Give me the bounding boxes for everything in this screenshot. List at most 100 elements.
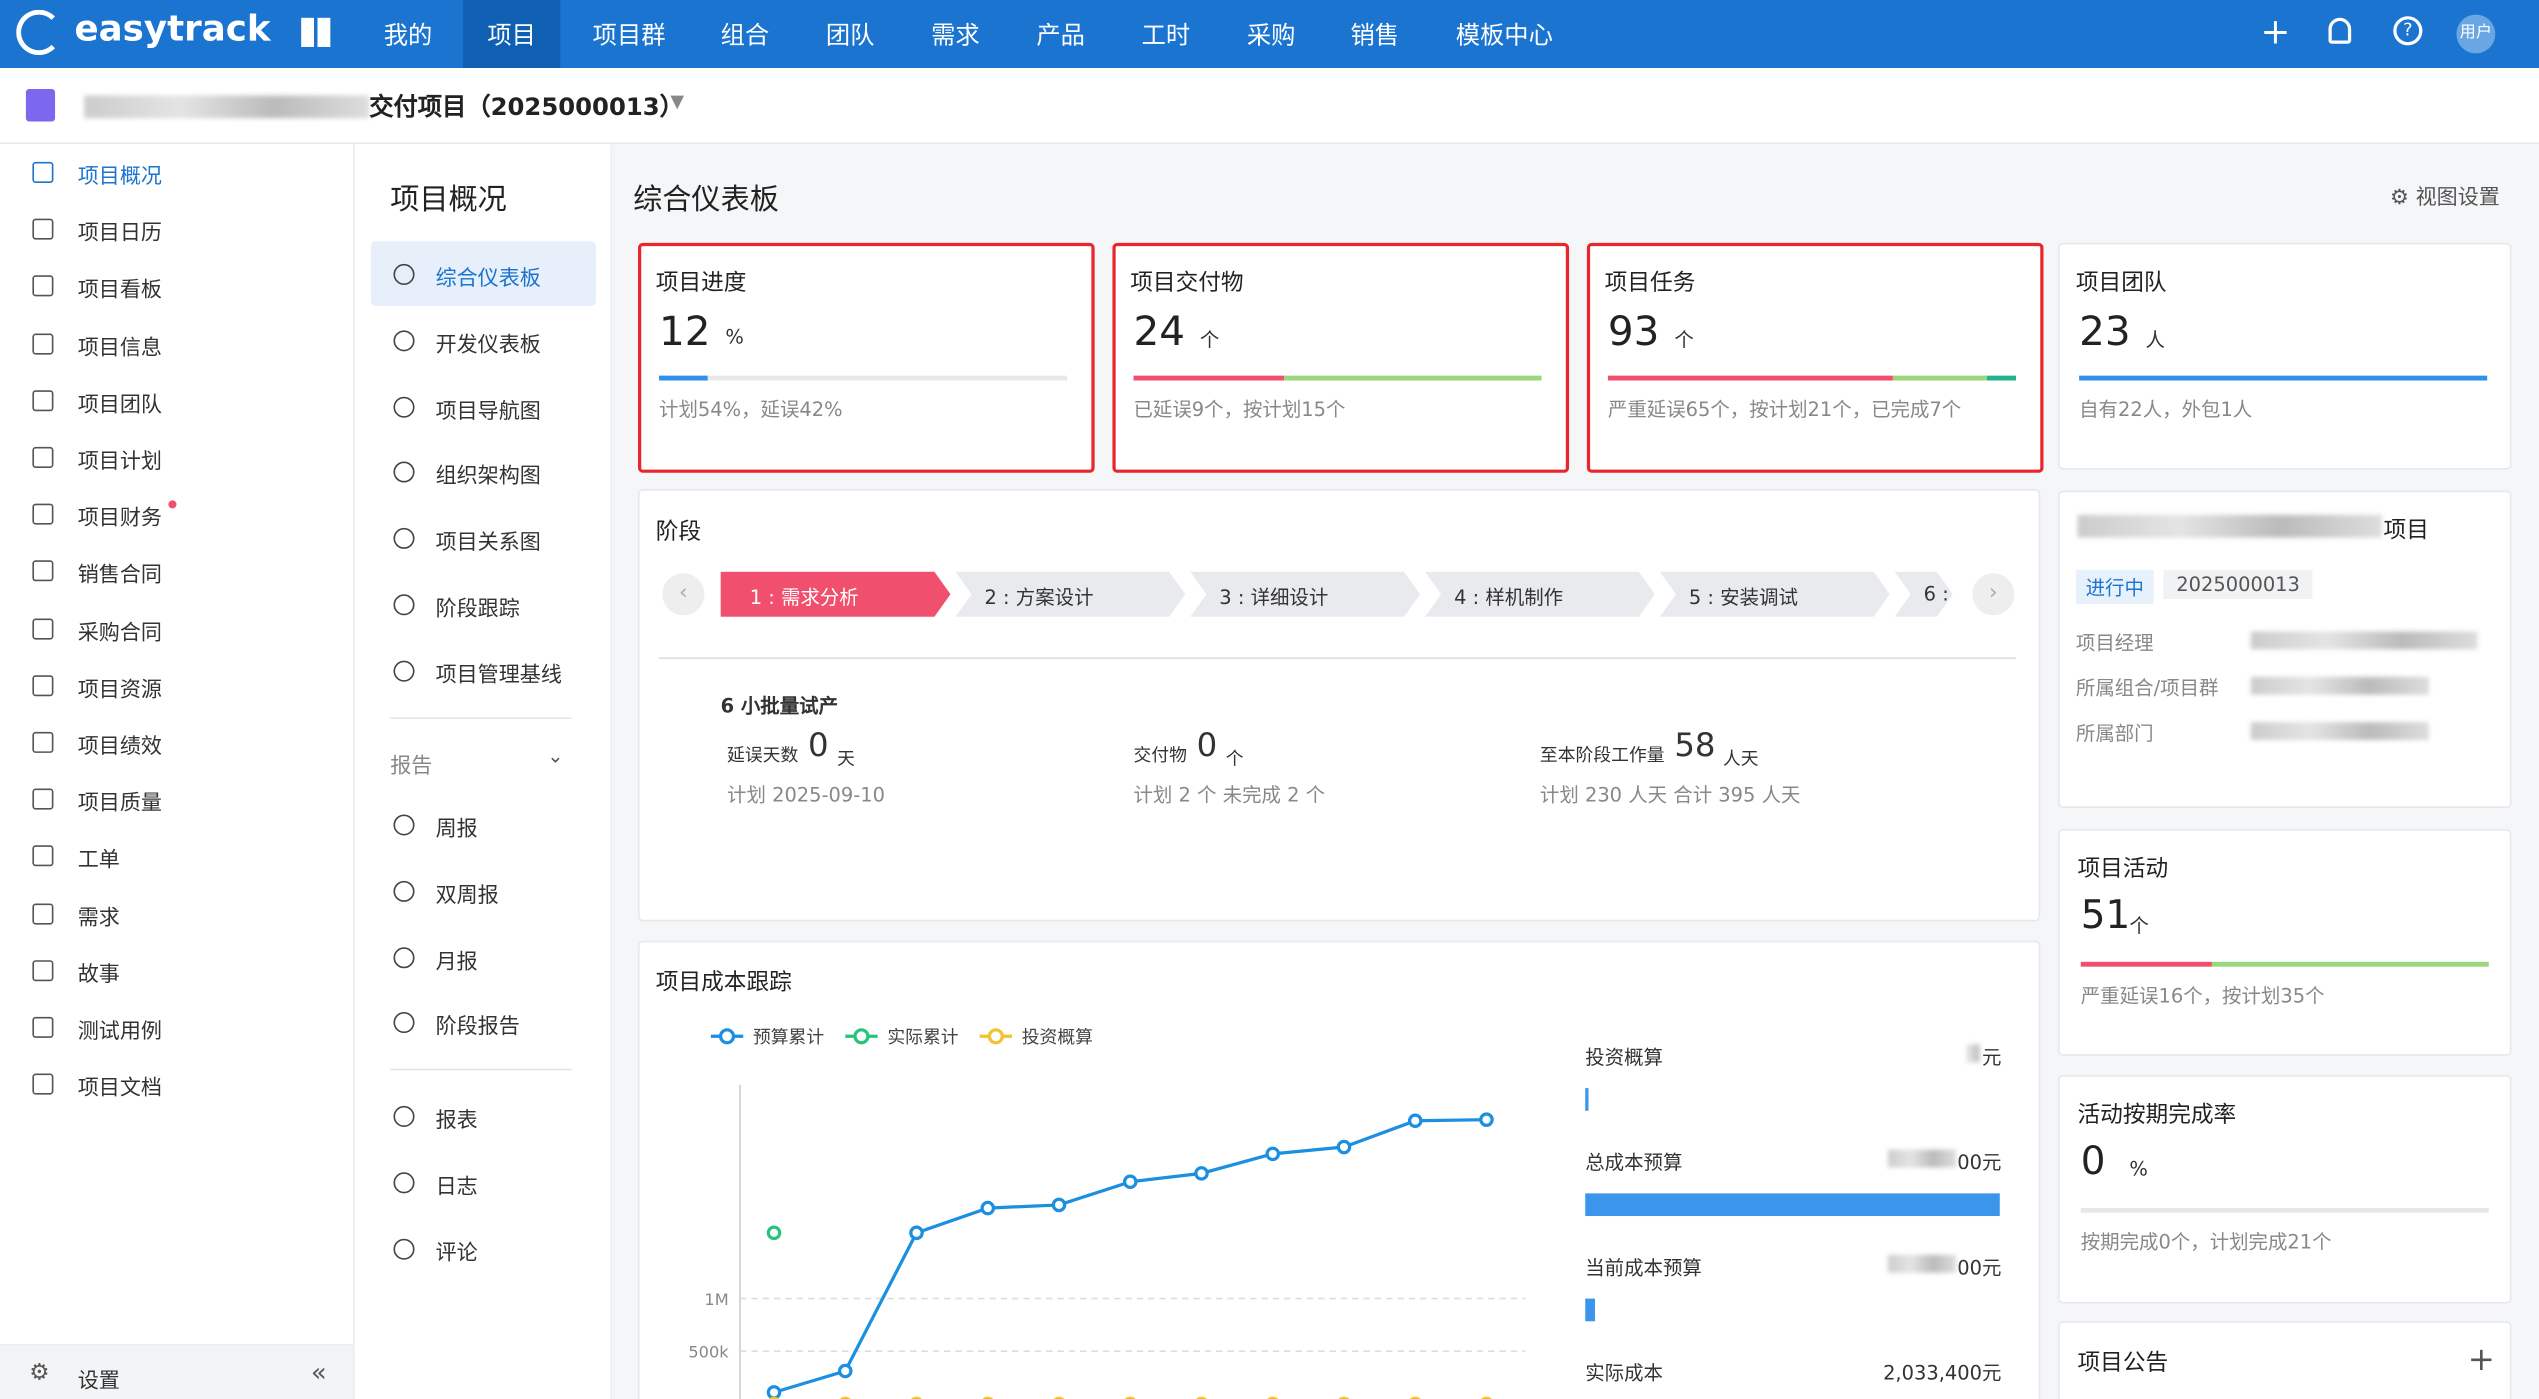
view-settings-label[interactable]: 视图设置 — [2415, 186, 2500, 211]
bell-icon[interactable] — [2328, 17, 2352, 44]
user-avatar[interactable]: 用户 — [2456, 14, 2496, 54]
sidebar-item[interactable]: 项目团队 — [77, 393, 162, 418]
sidebar-item[interactable]: 项目绩效 — [77, 735, 162, 760]
divider — [390, 717, 572, 719]
nav-item[interactable]: 项目群 — [592, 21, 666, 51]
subnav-section[interactable]: 报告 — [390, 754, 433, 779]
add-button[interactable]: + — [2467, 1339, 2495, 1378]
collapse-icon[interactable]: « — [310, 1356, 327, 1388]
sidebar-item[interactable]: 项目看板 — [77, 279, 162, 304]
subnav-item[interactable]: 项目导航图 — [435, 399, 541, 424]
subnav-item[interactable]: 月报 — [435, 949, 478, 975]
stage-label[interactable]: 5 : 安装调试 — [1688, 586, 1798, 609]
subnav-item[interactable]: 周报 — [435, 817, 478, 842]
stage-step[interactable] — [1659, 571, 1890, 617]
summary-label: 投资概算 — [1585, 1046, 1664, 1069]
kpi-title: 项目进度 — [655, 270, 747, 297]
cost-title: 项目成本跟踪 — [655, 969, 792, 996]
kpi-value: 12 — [659, 307, 711, 355]
subnav-item[interactable]: 项目关系图 — [435, 531, 541, 556]
apps-icon[interactable] — [301, 17, 331, 47]
nav-item[interactable]: 需求 — [931, 21, 980, 51]
nav-item[interactable]: 采购 — [1246, 21, 1296, 51]
nav-item[interactable]: 工时 — [1141, 21, 1191, 51]
legend-label: 投资概算 — [1022, 1027, 1093, 1048]
stage-step[interactable] — [1190, 571, 1421, 617]
progress-bar — [2211, 961, 2489, 967]
stage-label[interactable]: 2 : 方案设计 — [984, 586, 1094, 609]
nav-item[interactable]: 项目 — [487, 21, 537, 51]
sidebar-item[interactable]: 项目文档 — [77, 1077, 162, 1102]
stage-step[interactable] — [955, 571, 1186, 617]
stage-label[interactable]: 3 : 详细设计 — [1219, 586, 1329, 609]
stage-label[interactable]: 1 : 需求分析 — [749, 586, 859, 609]
progress-bar — [1284, 375, 1542, 381]
add-icon[interactable]: + — [2260, 12, 2291, 54]
kpi-unit: % — [725, 325, 744, 349]
nav-item[interactable]: 销售 — [1350, 21, 1400, 51]
sidebar-item[interactable]: 工单 — [77, 849, 120, 874]
subnav-item[interactable]: 阶段报告 — [435, 1015, 520, 1041]
sidebar-item[interactable]: 项目质量 — [77, 792, 162, 817]
sidebar-item[interactable]: 项目日历 — [77, 222, 162, 247]
dropdown-icon[interactable]: ▼ — [670, 90, 685, 112]
detail-value: 0 — [1196, 725, 1218, 765]
detail-unit: 天 — [837, 748, 855, 770]
data-point — [837, 1363, 853, 1379]
nav-item[interactable]: 组合 — [720, 21, 770, 51]
stage-step[interactable] — [720, 571, 951, 617]
activity-note: 按期完成0个，计划完成21个 — [2080, 1230, 2332, 1254]
sidebar-item[interactable]: 故事 — [77, 963, 120, 988]
sidebar-footer-bg — [0, 1343, 353, 1399]
sidebar-item[interactable]: 需求 — [77, 906, 120, 931]
subnav-item[interactable]: 项目管理基线 — [435, 663, 562, 688]
subnav-item[interactable]: 综合仪表板 — [435, 267, 541, 292]
subnav-item[interactable]: 日志 — [435, 1175, 478, 1200]
sidebar-item[interactable]: 项目概况 — [77, 165, 162, 190]
subnav-item[interactable]: 组织架构图 — [435, 465, 541, 490]
logo[interactable]: easytrack — [74, 9, 271, 51]
stage-title: 阶段 — [655, 519, 702, 546]
nav-item[interactable]: 模板中心 — [1455, 21, 1553, 51]
stage-step[interactable] — [1424, 571, 1655, 617]
legend-marker — [853, 1028, 870, 1045]
progress-bar — [2080, 1207, 2489, 1213]
subnav-item[interactable]: 评论 — [435, 1241, 478, 1266]
sidebar-item[interactable]: 测试用例 — [77, 1020, 162, 1045]
nav-arrow[interactable]: ‹ — [662, 573, 705, 616]
subnav-icon — [393, 1238, 415, 1260]
subnav-item[interactable]: 开发仪表板 — [435, 333, 541, 358]
subnav-item[interactable]: 双周报 — [435, 883, 499, 909]
subnav-item[interactable]: 阶段跟踪 — [435, 597, 520, 622]
project-icon — [25, 89, 56, 122]
sidebar-footer[interactable]: 设置 — [77, 1369, 120, 1395]
project-title[interactable]: 交付项目（2025000013） — [369, 92, 684, 122]
activity-card — [2058, 1075, 2512, 1304]
sidebar-item[interactable]: 项目资源 — [77, 678, 162, 703]
sidebar-item[interactable]: 销售合同 — [77, 564, 162, 589]
detail-unit: 人天 — [1722, 748, 1759, 770]
sidebar-item[interactable]: 项目财务 — [77, 507, 162, 532]
detail-unit: 个 — [1225, 748, 1244, 770]
nav-item[interactable]: 我的 — [383, 21, 433, 51]
nav-item[interactable]: 产品 — [1036, 21, 1085, 51]
blurred-text — [1888, 1149, 1957, 1168]
sidebar-item[interactable]: 项目计划 — [77, 450, 162, 475]
info-name: 项目 — [2383, 518, 2429, 545]
view-settings[interactable]: ⚙ 视图设置 — [2390, 180, 2500, 211]
stage-label[interactable]: 6 : — [1923, 582, 1949, 606]
sidebar-item[interactable]: 采购合同 — [77, 621, 162, 646]
sidebar-item[interactable]: 项目信息 — [77, 336, 162, 361]
sidebar-icon — [32, 161, 54, 183]
summary-value: 2,033,400元 — [1883, 1361, 2002, 1385]
sidebar-icon — [32, 1016, 54, 1038]
sidebar-icon — [32, 1073, 54, 1095]
help-icon[interactable]: ? — [2393, 16, 2423, 46]
subnav-item[interactable]: 报表 — [435, 1109, 478, 1134]
kpi-note: 计划54%，延误42% — [659, 398, 843, 421]
stage-label[interactable]: 4 : 样机制作 — [1454, 586, 1564, 609]
nav-item[interactable]: 团队 — [825, 21, 875, 51]
blurred-text — [2250, 676, 2429, 695]
nav-arrow[interactable]: › — [1972, 573, 2015, 616]
nav-active-bg — [463, 0, 561, 69]
